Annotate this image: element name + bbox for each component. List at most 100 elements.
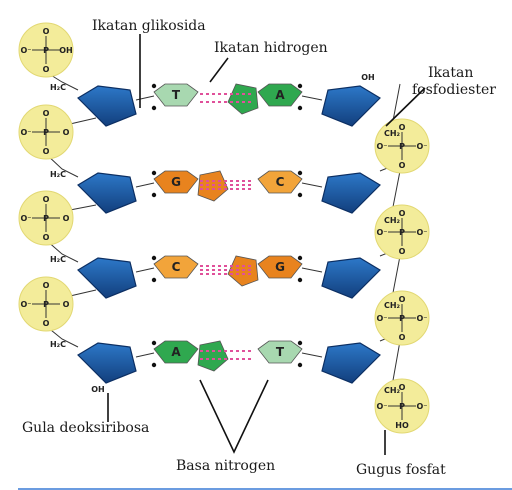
oxygen-atom: O⁻ [376, 402, 387, 411]
atom-dot [297, 105, 303, 111]
oxygen-atom: O⁻ [20, 46, 31, 55]
ch2-group: CH₂ [384, 129, 401, 138]
oxygen-atom: O [399, 295, 406, 304]
base-ring [257, 83, 303, 107]
nitrogen-base-pointer [199, 379, 269, 454]
deoxyribose-sugar [77, 257, 137, 299]
oxygen-atom: O⁻ [376, 142, 387, 151]
nitrogen-base: C [257, 170, 303, 194]
phosphate-group: P O O O⁻ O⁻ [374, 204, 430, 260]
oxygen-atom: O [399, 247, 406, 256]
oxygen-atom: O⁻ [416, 402, 427, 411]
phosphate-group-label: Gugus fosfat [356, 462, 446, 478]
base-letter: T [276, 345, 285, 359]
deoxyribose-sugar [321, 257, 381, 299]
hydrogen-bond-pointer [209, 57, 229, 83]
phosphorus-atom: P [43, 128, 49, 137]
oxygen-atom: O [399, 123, 406, 132]
base-letter: G [171, 175, 181, 189]
base-ring [153, 255, 199, 279]
phosphate-group: P O O O O⁻ [18, 276, 74, 332]
deoxyribose-label: Gula deoksiribosa [22, 420, 149, 436]
phosphate-group: P O O O⁻ O⁻ [374, 118, 430, 174]
glycosidic-bond-label: Ikatan glikosida [92, 18, 206, 34]
deoxyribose-sugar [77, 85, 137, 127]
nitrogen-base: G [227, 255, 303, 287]
glycosidic-bond [301, 267, 323, 273]
oxygen-atom: O [43, 195, 50, 204]
glycosidic-bond [301, 352, 323, 358]
deoxyribose-sugar [321, 172, 381, 214]
phosphate-group: P O HO O⁻ O⁻ [374, 378, 430, 434]
glycosidic-bond [135, 352, 155, 358]
phosphorus-atom: P [399, 228, 405, 237]
left-backbone-link [45, 153, 79, 178]
deoxyribose-sugar [321, 85, 381, 127]
nitrogen-base: T [257, 340, 303, 364]
nitrogen-base: T [153, 83, 199, 107]
atom-dot [297, 340, 303, 346]
oxygen-atom: O [43, 281, 50, 290]
ch2-group: CH₂ [384, 216, 401, 225]
hydrogen-bond-label: Ikatan hidrogen [214, 40, 328, 56]
glycosidic-bond [301, 182, 323, 188]
glycosidic-bond [135, 182, 155, 188]
hydroxyl-group: OH [91, 385, 105, 394]
atom-dot [151, 362, 157, 368]
oxygen-atom: O⁻ [416, 142, 427, 151]
oxygen-atom: O⁻ [376, 314, 387, 323]
phosphorus-atom: P [43, 46, 49, 55]
deoxyribose-sugar [77, 172, 137, 214]
deoxyribose-sugar [321, 342, 381, 384]
oxygen-atom: O [43, 233, 50, 242]
oxygen-atom: O [399, 209, 406, 218]
nitrogen-base: A [153, 340, 229, 372]
base-ring [153, 83, 199, 107]
oxygen-atom: O [43, 147, 50, 156]
oxygen-atom: O⁻ [416, 314, 427, 323]
oxygen-atom: O [399, 161, 406, 170]
base-letter: T [172, 88, 181, 102]
base-letter: A [275, 88, 285, 102]
atom-dot [151, 105, 157, 111]
nitrogen-base: A [227, 83, 303, 115]
oxygen-atom: HO [395, 421, 409, 430]
oxygen-atom: O [63, 300, 70, 309]
ch2-group: H₂C [50, 340, 66, 349]
base-ring [153, 340, 199, 364]
atom-dot [297, 83, 303, 89]
oxygen-atom: O [63, 214, 70, 223]
oxygen-atom: O⁻ [376, 228, 387, 237]
oxygen-atom: O⁻ [20, 300, 31, 309]
phosphorus-atom: P [399, 142, 405, 151]
atom-dot [297, 277, 303, 283]
phosphodiester-label-line2: fosfodiester [412, 82, 496, 98]
phosphorus-atom: P [399, 314, 405, 323]
glycosidic-bond [135, 267, 155, 273]
oxygen-atom: O [43, 109, 50, 118]
phosphate-group: P O O OH O⁻ [18, 22, 74, 78]
atom-dot [297, 192, 303, 198]
base-ring [153, 170, 199, 194]
atom-dot [151, 83, 157, 89]
oxygen-atom: O⁻ [20, 128, 31, 137]
hydroxyl-group: OH [361, 73, 375, 82]
phosphate-group: P O O O O⁻ [18, 104, 74, 160]
nitrogen-base: C [153, 255, 199, 279]
phosphate-group: P O O O⁻ O⁻ [374, 290, 430, 346]
oxygen-atom: O [43, 65, 50, 74]
phosphorus-atom: P [43, 214, 49, 223]
ch2-group: CH₂ [384, 386, 401, 395]
oxygen-atom: OH [59, 46, 73, 55]
oxygen-atom: O⁻ [20, 214, 31, 223]
phosphorus-atom: P [43, 300, 49, 309]
oxygen-atom: O [43, 319, 50, 328]
atom-dot [297, 170, 303, 176]
purine-ring [227, 83, 259, 115]
base-ring [257, 170, 303, 194]
oxygen-atom: O [399, 333, 406, 342]
glycosidic-bond [135, 95, 155, 101]
base-letter: C [172, 260, 181, 274]
oxygen-atom: O [43, 27, 50, 36]
